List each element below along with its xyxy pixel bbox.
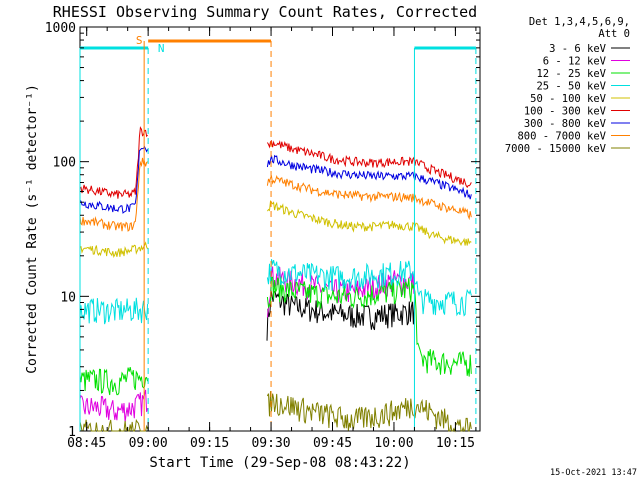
chart-title: RHESSI Observing Summary Count Rates, Co… (53, 3, 477, 21)
series-line (79, 259, 472, 325)
saa-label: S (136, 34, 143, 47)
series-line (79, 157, 472, 232)
y-tick-label: 100 (53, 156, 76, 171)
legend-entry: 300 - 800 keV (524, 118, 607, 130)
legend-header: Det 1,3,4,5,6,9, (529, 16, 630, 28)
series-line (79, 145, 472, 214)
y-tick-label: 10 (60, 290, 76, 305)
x-tick-label: 09:15 (190, 436, 229, 451)
legend-entry: 50 - 100 keV (530, 93, 607, 105)
legend-entry: 12 - 25 keV (536, 68, 606, 80)
y-axis-label: Corrected Count Rate (s⁻¹ detector⁻¹) (25, 84, 40, 374)
x-axis: 08:45 09:00 09:15 09:30 09:45 10:00 10:15 (67, 27, 477, 451)
series-line (79, 126, 472, 199)
legend-entry: 3 - 6 keV (549, 43, 607, 55)
legend-entry: 6 - 12 keV (543, 56, 607, 68)
annotations-group: SN (79, 34, 477, 431)
legend-entry: 800 - 7000 keV (517, 131, 606, 143)
timestamp: 15-Oct-2021 13:47 (550, 468, 637, 478)
series-line (79, 266, 415, 423)
legend-entry: 100 - 300 keV (524, 106, 607, 118)
night-label: N (158, 42, 165, 55)
y-tick-label: 1000 (45, 21, 76, 36)
x-tick-label: 09:00 (129, 436, 168, 451)
series-line (79, 276, 472, 396)
series-line (79, 200, 472, 259)
y-tick-label: 1 (68, 425, 76, 440)
legend-entry: 7000 - 15000 keV (505, 143, 607, 155)
x-tick-label: 09:30 (251, 436, 290, 451)
x-tick-label: 10:15 (436, 436, 475, 451)
x-tick-label: 08:45 (67, 436, 106, 451)
x-axis-label: Start Time (29-Sep-08 08:43:22) (149, 455, 410, 471)
y-axis: 1 10 100 1000 (45, 21, 480, 440)
series-group (79, 126, 472, 433)
series-line (266, 290, 415, 341)
legend-entry: 25 - 50 keV (536, 81, 606, 93)
x-tick-label: 10:00 (374, 436, 413, 451)
series-line (79, 391, 472, 433)
x-tick-label: 09:45 (313, 436, 352, 451)
legend-header: Att 0 (598, 28, 630, 40)
